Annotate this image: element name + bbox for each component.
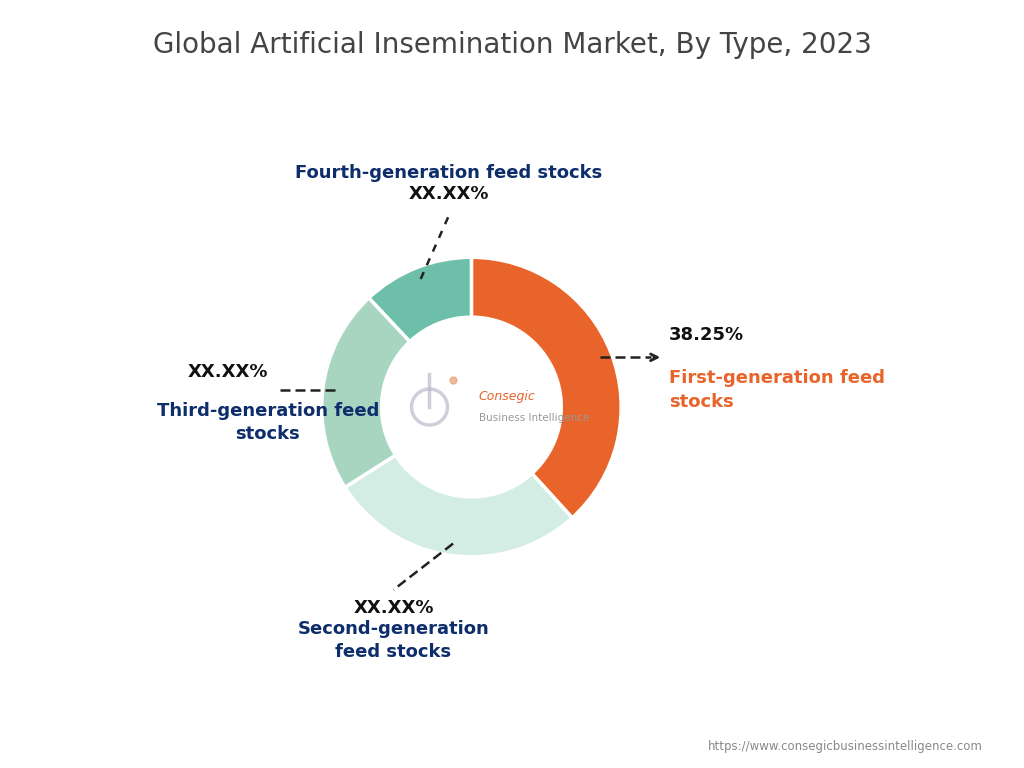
Wedge shape xyxy=(471,257,622,518)
Text: Global Artificial Insemination Market, By Type, 2023: Global Artificial Insemination Market, B… xyxy=(153,31,871,58)
Wedge shape xyxy=(322,298,410,487)
Text: Third-generation feed
stocks: Third-generation feed stocks xyxy=(157,402,379,443)
Text: Fourth-generation feed stocks: Fourth-generation feed stocks xyxy=(295,164,602,183)
Wedge shape xyxy=(345,455,572,557)
Wedge shape xyxy=(369,257,471,342)
Text: XX.XX%: XX.XX% xyxy=(409,185,489,204)
Text: XX.XX%: XX.XX% xyxy=(353,599,434,617)
Text: Business Intelligence: Business Intelligence xyxy=(479,412,589,422)
Text: 38.25%: 38.25% xyxy=(669,326,744,344)
Text: Second-generation
feed stocks: Second-generation feed stocks xyxy=(298,620,489,661)
Text: First-generation feed
stocks: First-generation feed stocks xyxy=(669,369,885,411)
Text: XX.XX%: XX.XX% xyxy=(187,362,267,381)
Text: Consegic: Consegic xyxy=(479,390,536,403)
Text: https://www.consegicbusinessintelligence.com: https://www.consegicbusinessintelligence… xyxy=(709,740,983,753)
